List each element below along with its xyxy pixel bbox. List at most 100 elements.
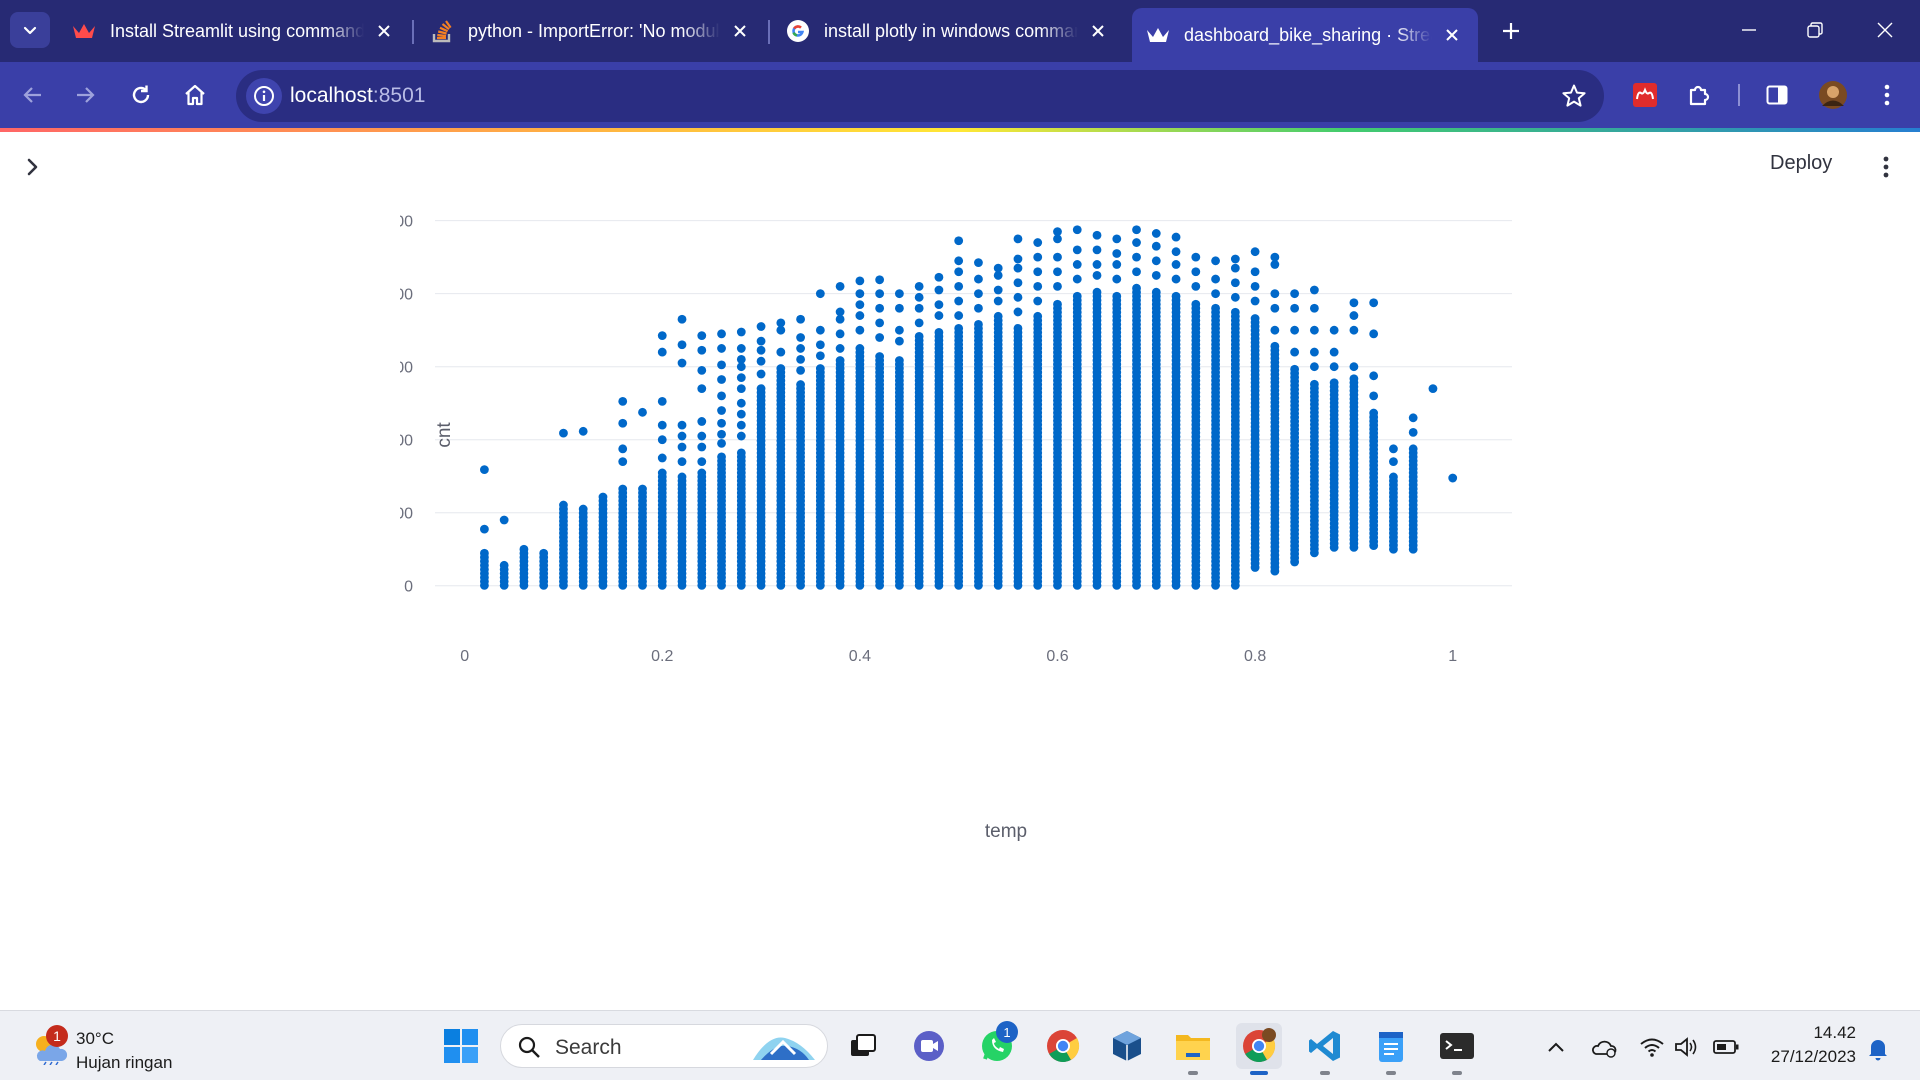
scatter-point[interactable] bbox=[1191, 281, 1201, 291]
scatter-point[interactable] bbox=[559, 500, 568, 510]
close-window-button[interactable] bbox=[1862, 12, 1908, 48]
scatter-point[interactable] bbox=[875, 289, 885, 299]
scatter-point[interactable] bbox=[1092, 260, 1102, 269]
scatter-point[interactable] bbox=[1349, 325, 1359, 335]
scatter-point[interactable] bbox=[974, 303, 983, 313]
scatter-point[interactable] bbox=[974, 258, 983, 268]
scatter-point[interactable] bbox=[697, 331, 707, 341]
scatter-point[interactable] bbox=[1053, 252, 1062, 262]
volume-icon[interactable] bbox=[1672, 1033, 1700, 1061]
scatter-point[interactable] bbox=[1250, 296, 1260, 306]
scatter-point[interactable] bbox=[1329, 347, 1339, 357]
scatter-point[interactable] bbox=[578, 504, 588, 514]
scatter-point[interactable] bbox=[855, 325, 865, 335]
scatter-point[interactable] bbox=[677, 472, 687, 482]
scatter-point[interactable] bbox=[1151, 271, 1161, 280]
scatter-point[interactable] bbox=[855, 311, 865, 320]
scatter-point[interactable] bbox=[1250, 267, 1260, 277]
scatter-point[interactable] bbox=[1309, 362, 1319, 372]
scatter-point[interactable] bbox=[1349, 374, 1359, 384]
scatter-point[interactable] bbox=[1033, 252, 1043, 262]
scatter-point[interactable] bbox=[717, 438, 726, 448]
scatter-point[interactable] bbox=[1072, 225, 1082, 235]
scatter-point[interactable] bbox=[1092, 245, 1102, 255]
scatter-point[interactable] bbox=[638, 484, 647, 494]
scatter-point[interactable] bbox=[914, 318, 924, 328]
scatter-point[interactable] bbox=[736, 327, 746, 337]
scatter-point[interactable] bbox=[1151, 241, 1161, 251]
scatter-point[interactable] bbox=[736, 354, 746, 364]
scatter-point[interactable] bbox=[618, 484, 628, 494]
scatter-point[interactable] bbox=[1033, 311, 1043, 321]
scatter-point[interactable] bbox=[894, 303, 904, 313]
scatter-point[interactable] bbox=[1171, 247, 1181, 257]
chrome-button[interactable] bbox=[1040, 1023, 1086, 1069]
scatter-point[interactable] bbox=[1448, 473, 1458, 483]
scatter-point[interactable] bbox=[1369, 329, 1379, 339]
side-panel-button[interactable] bbox=[1756, 74, 1798, 116]
vscode-button[interactable] bbox=[1302, 1023, 1348, 1075]
close-tab-icon[interactable] bbox=[1086, 19, 1110, 43]
scatter-point[interactable] bbox=[697, 431, 707, 441]
scatter-point[interactable] bbox=[1230, 263, 1240, 273]
scatter-point[interactable] bbox=[1132, 225, 1141, 235]
scatter-point[interactable] bbox=[1053, 299, 1062, 309]
scatter-point[interactable] bbox=[855, 276, 865, 286]
scatter-point[interactable] bbox=[835, 281, 845, 291]
scatter-point[interactable] bbox=[875, 333, 885, 342]
wifi-icon[interactable] bbox=[1638, 1033, 1666, 1061]
scatter-point[interactable] bbox=[1013, 254, 1023, 264]
main-menu-button[interactable] bbox=[1876, 152, 1896, 182]
scatter-point[interactable] bbox=[954, 281, 964, 291]
scatter-point[interactable] bbox=[855, 300, 865, 310]
scatter-point[interactable] bbox=[756, 336, 766, 346]
scatter-point[interactable] bbox=[815, 364, 825, 373]
scatter-point[interactable] bbox=[736, 344, 746, 353]
weather-widget[interactable]: 1 30°C Hujan ringan bbox=[26, 1021, 206, 1072]
virtualbox-button[interactable] bbox=[1104, 1023, 1150, 1069]
scatter-point[interactable] bbox=[1290, 303, 1300, 313]
scatter-point[interactable] bbox=[1171, 291, 1181, 301]
scatter-point[interactable] bbox=[1072, 260, 1082, 269]
scatter-point[interactable] bbox=[1132, 238, 1141, 247]
scatter-point[interactable] bbox=[717, 375, 726, 384]
close-tab-icon[interactable] bbox=[372, 19, 396, 43]
scatter-point[interactable] bbox=[697, 417, 707, 426]
scatter-point[interactable] bbox=[835, 356, 845, 365]
scatter-point[interactable] bbox=[578, 426, 588, 436]
scatter-point[interactable] bbox=[519, 544, 529, 554]
scatter-point[interactable] bbox=[499, 560, 509, 570]
scatter-point[interactable] bbox=[993, 263, 1003, 273]
scatter-point[interactable] bbox=[934, 272, 944, 282]
scatter-point[interactable] bbox=[1211, 289, 1220, 299]
scatter-point[interactable] bbox=[1033, 238, 1043, 247]
scatter-point[interactable] bbox=[796, 344, 805, 353]
minimize-button[interactable] bbox=[1726, 12, 1772, 48]
terminal-button[interactable] bbox=[1434, 1023, 1480, 1075]
scatter-point[interactable] bbox=[677, 340, 687, 350]
scatter-point[interactable] bbox=[954, 267, 964, 277]
extensions-button[interactable] bbox=[1678, 74, 1720, 116]
scatter-point[interactable] bbox=[1428, 384, 1438, 393]
back-button[interactable] bbox=[12, 74, 54, 116]
scatter-point[interactable] bbox=[815, 351, 825, 361]
scatter-point[interactable] bbox=[717, 406, 726, 415]
scatter-point[interactable] bbox=[756, 356, 766, 366]
task-view-button[interactable] bbox=[840, 1023, 886, 1069]
scatter-point[interactable] bbox=[736, 398, 746, 408]
scatter-point[interactable] bbox=[1112, 274, 1122, 284]
scatter-point[interactable] bbox=[1329, 362, 1339, 372]
scatter-point[interactable] bbox=[974, 289, 983, 299]
scatter-point[interactable] bbox=[1033, 296, 1043, 306]
scatter-point[interactable] bbox=[697, 345, 707, 355]
scatter-point[interactable] bbox=[1309, 303, 1319, 313]
scatter-point[interactable] bbox=[499, 515, 509, 525]
chrome-profile-button[interactable] bbox=[1236, 1023, 1282, 1075]
scatter-point[interactable] bbox=[677, 431, 687, 441]
scatter-point[interactable] bbox=[815, 340, 825, 350]
scatter-point[interactable] bbox=[1053, 267, 1062, 277]
scatter-point[interactable] bbox=[993, 271, 1003, 280]
scatter-point[interactable] bbox=[657, 435, 667, 445]
scatter-point[interactable] bbox=[1171, 274, 1181, 284]
scatter-point[interactable] bbox=[717, 360, 726, 370]
